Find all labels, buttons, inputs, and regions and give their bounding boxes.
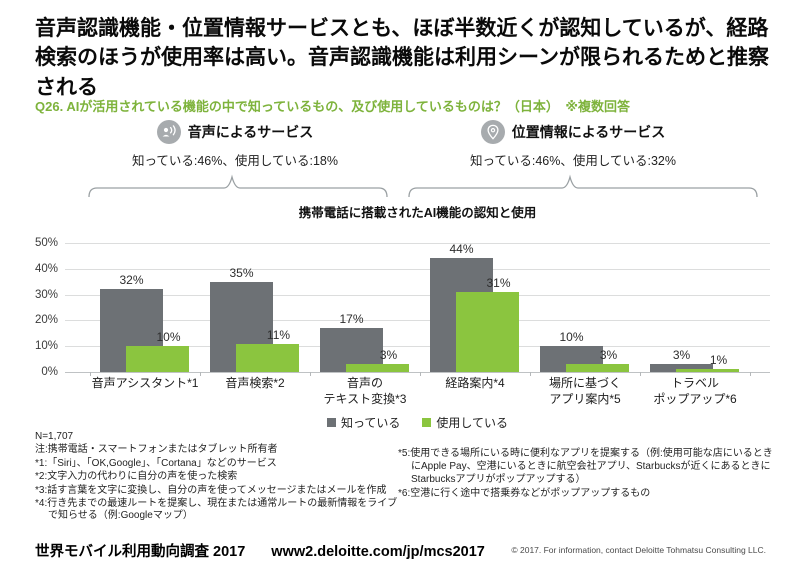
bar-group: 44% 31% — [420, 242, 530, 372]
bar-groups: 32% 10% 35% 11% 17% 3% 44% 31% — [90, 242, 750, 372]
footnote-line: *4:行き先までの最速ルートを提案し、現在または通常ルートの最新情報をライブで知… — [35, 497, 398, 522]
bar-group: 10% 3% — [530, 243, 640, 372]
x-axis-label: 経路案内*4 — [445, 376, 505, 390]
gridline — [65, 346, 770, 348]
bar-value-label: 17% — [339, 312, 364, 327]
bar-group: 35% 11% — [200, 243, 310, 372]
headline: 音声認識機能・位置情報サービスとも、ほぼ半数近くが認知しているが、経路検索のほう… — [35, 17, 769, 99]
footer-url[interactable]: www2.deloitte.com/jp/mcs2017 — [271, 544, 485, 560]
bar-value-label: 3% — [379, 348, 398, 363]
legend-item-know: 知っている — [326, 414, 401, 431]
footnote-line: *3:話す言葉を文字に変換し、自分の声を使ってメッセージまたはメールを作成 — [35, 484, 387, 496]
bar-value-label: 31% — [486, 276, 511, 291]
axis-tick — [640, 372, 641, 376]
axis-tick — [200, 372, 201, 376]
bar-use — [126, 346, 189, 372]
bar-value-label: 32% — [119, 273, 144, 288]
gridline — [65, 243, 770, 244]
footnote-line: *6:空港に行く途中で搭乗券などがポップアップするもの — [398, 488, 651, 499]
question-label: Q26. AIが活用されている機能の中で知っているもの、及び使用しているものは？… — [35, 99, 631, 114]
legend-swatch-know — [326, 418, 336, 427]
y-axis-label: 50% — [34, 237, 58, 249]
bar-use — [456, 292, 519, 372]
bar-know — [650, 364, 713, 372]
x-axis-labels: 音声アシスタント*1 音声検索*2 音声の テキスト変換*3 経路案内*4 場所… — [90, 376, 750, 407]
bar-value-label: 44% — [449, 242, 474, 257]
section-stats: 知っている:46%、使用している:32% — [470, 154, 676, 168]
y-axis-label: 0% — [41, 366, 58, 378]
footer-copyright: © 2017. For information, contact Deloitt… — [511, 545, 766, 555]
axis-tick — [420, 372, 421, 376]
bar-use — [566, 364, 629, 372]
axis-tick — [90, 372, 91, 376]
footer: 世界モバイル利用動向調査 2017 www2.deloitte.com/jp/m… — [35, 540, 485, 561]
bar-value-label: 11% — [266, 327, 291, 342]
x-axis-label: 音声検索*2 — [225, 376, 285, 390]
x-axis-label: 場所に基づく アプリ案内*5 — [548, 376, 621, 406]
chart-title: 携帯電話に搭載されたAI機能の認知と使用 — [298, 206, 537, 220]
footnote-line: N=1,707 — [35, 431, 74, 442]
axis-tick — [530, 372, 531, 376]
bar-value-label: 3% — [599, 348, 618, 363]
footnotes-left: N=1,707 注:携帯電話・スマートフォンまたはタブレット所有者 *1:「Si… — [35, 431, 407, 524]
bar-value-label: 35% — [229, 265, 254, 280]
bar-value-label: 3% — [672, 348, 691, 363]
legend-item-use: 使用している — [422, 414, 508, 431]
footnote-line: *5:使用できる場所にいる時に便利なアプリを提案する（例:使用可能な店にいるとき… — [398, 448, 773, 485]
bar-use — [236, 343, 299, 372]
location-service-section: 位置情報によるサービス 知っている:46%、使用している:32% — [433, 120, 713, 169]
location-group-bracket — [408, 174, 758, 198]
footnote-line: *2:文字入力の代わりに自分の声を使った検索 — [35, 471, 238, 483]
legend-swatch-use — [422, 418, 432, 427]
gridline — [65, 268, 770, 270]
legend-label: 知っている — [340, 416, 401, 430]
bar-value-label: 10% — [156, 330, 181, 345]
legend-label: 使用している — [436, 416, 509, 430]
footer-survey-title: 世界モバイル利用動向調査 2017 — [35, 544, 246, 560]
axis-tick — [310, 372, 311, 376]
section-title: 位置情報によるサービス — [511, 124, 666, 140]
y-axis-label: 40% — [34, 262, 58, 275]
y-axis-label: 20% — [34, 314, 58, 327]
gridline — [65, 320, 770, 322]
location-pin-icon — [480, 120, 505, 144]
bar-value-label: 10% — [559, 330, 584, 345]
axis-tick — [750, 372, 751, 376]
bar-chart: 50% 40% 30% 20% 10% 0% 32% 10% 35% 11% — [35, 237, 770, 378]
x-axis-label: 音声の テキスト変換*3 — [323, 376, 407, 406]
bar-value-label: 1% — [709, 353, 728, 368]
footnote-line: 注:携帯電話・スマートフォンまたはタブレット所有者 — [35, 444, 278, 456]
footnote-line: *1:「Siri」、「OK,Google」、「Cortana」などのサービス — [35, 457, 277, 469]
gridline — [65, 294, 770, 296]
footnotes-right: *5:使用できる場所にいる時に便利なアプリを提案する（例:使用可能な店にいるとき… — [398, 447, 776, 501]
bar-group: 3% 1% — [640, 243, 750, 372]
x-axis-label: 音声アシスタント*1 — [91, 376, 199, 390]
x-axis-label: トラベル ポップアップ*6 — [653, 376, 737, 406]
legend: 知っている 使用している — [65, 414, 770, 431]
x-axis-line — [65, 372, 770, 373]
voice-group-bracket — [88, 174, 388, 198]
section-stats: 知っている:46%、使用している:18% — [132, 154, 338, 168]
voice-service-icon — [156, 120, 181, 144]
bar-group: 17% 3% — [310, 243, 420, 372]
bar-use — [676, 369, 739, 372]
section-title: 音声によるサービス — [187, 124, 314, 140]
y-axis-label: 30% — [34, 288, 58, 301]
bar-use — [346, 364, 409, 372]
bar-group: 32% 10% — [90, 243, 200, 372]
y-axis-label: 10% — [34, 340, 58, 353]
voice-service-section: 音声によるサービス 知っている:46%、使用している:18% — [95, 120, 375, 169]
